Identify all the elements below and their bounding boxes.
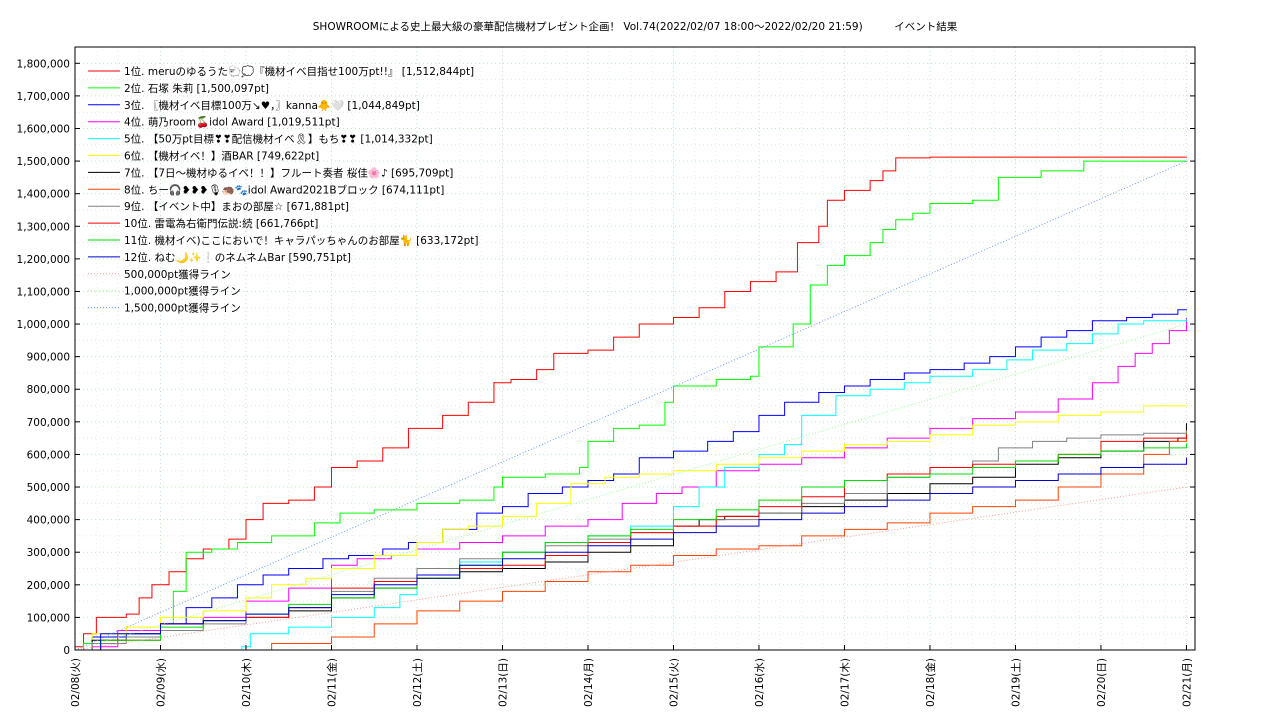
x-tick-label: 02/12(土) [411,658,424,707]
y-tick-label: 1,800,000 [17,58,70,70]
y-tick-label: 0 [63,645,70,657]
x-tick-label: 02/20(日) [1096,658,1108,707]
series-line-3 [75,309,1187,651]
y-tick-label: 800,000 [27,384,70,396]
series-line-2 [75,160,1187,651]
legend-label: 1,000,000pt獲得ライン [124,285,241,298]
legend-label: 8位. ちー🎧❥❥❥🎙🦔🐾idol Award2021Bブロック [674,11… [124,183,444,196]
x-tick-label: 02/21(月) [1181,658,1193,707]
x-tick-label: 02/17(木) [839,658,851,707]
y-tick-label: 1,500,000 [17,156,70,168]
y-tick-label: 1,100,000 [17,286,70,298]
series-line-13 [74,486,1187,651]
y-tick-label: 500,000 [27,482,70,494]
legend-label: 5位. 【50万pt目標❣❣配信機材イベ🎗】もち❣❣ [1,014,332pt] [124,133,433,146]
series-lines [74,156,1187,651]
legend-label: 10位. 雷電為右衛門伝説:続 [661,766pt] [124,217,318,230]
x-tick-label: 02/19(土) [1009,658,1022,707]
legend-label: 9位. 【イベント中】まおの部屋☆ [671,881pt] [124,200,349,213]
legend-label: 500,000pt獲得ライン [124,268,231,281]
series-line-14 [74,323,1187,651]
series-line-8 [245,430,1187,651]
legend-label: 4位. 萌乃room🍒idol Award [1,019,511pt] [124,116,340,129]
x-tick-label: 02/09(水) [155,658,167,707]
y-tick-label: 1,700,000 [17,91,70,103]
legend-label: 7位. 【7日〜機材ゆるイベ！！】フルート奏者 桜佳🌸♪ [695,709pt] [124,166,453,179]
x-tick-label: 02/13(日) [497,658,509,707]
y-tick-label: 1,200,000 [17,254,70,266]
y-tick-label: 400,000 [27,515,70,527]
legend-label: 12位. ねむ🌙✨❕のネムネムBar [590,751pt] [124,251,351,264]
series-line-4 [75,317,1187,651]
series-line-1 [75,156,1187,648]
legend-label: 1,500,000pt獲得ライン [124,302,241,315]
y-tick-label: 1,400,000 [17,189,70,201]
y-tick-label: 1,300,000 [17,221,70,233]
series-line-15 [74,160,1187,651]
plot-frame [74,46,1196,651]
x-tick-label: 02/14(月) [583,658,595,707]
legend-label: 3位. 〖機材イベ目標100万↘︎♥︎，〗kanna🐥🤍 [1,044,849p… [124,99,420,112]
y-tick-label: 300,000 [27,547,70,559]
y-axis: 0 100,000 200,000 300,000 400,000 500,000 600,… [17,58,1195,657]
x-tick-label: 02/10(木) [241,658,253,707]
series-line-5 [220,319,1187,651]
series-line-12 [75,457,1187,651]
x-tick-label: 02/18(金) [924,658,937,707]
y-tick-label: 900,000 [27,352,70,364]
legend-label: 6位. 【機材イベ！】酒BAR [749,622pt] [124,150,319,163]
legend-label: 2位. 石塚 朱莉 [1,500,097pt] [124,82,269,95]
y-tick-label: 600,000 [27,449,70,461]
series-line-6 [75,405,1187,651]
legend-label: 1位. meruのゆるうた🐑💭『機材イベ目指せ100万pt!!』 [1,512,… [124,65,474,78]
y-tick-label: 200,000 [27,580,70,592]
x-tick-label: 02/15(火) [668,658,680,707]
y-tick-label: 100,000 [27,612,70,624]
y-tick-label: 1,600,000 [17,123,70,135]
y-tick-label: 1,000,000 [17,319,70,331]
y-tick-label: 700,000 [27,417,70,429]
x-tick-label: 02/16(水) [754,658,766,707]
x-tick-label: 02/08(火) [70,658,82,707]
x-tick-label: 02/11(金) [325,658,338,707]
chart-title: SHOWROOMによる史上最大級の豪華配信機材プレゼント企画！ Vol.74(2… [313,20,958,33]
legend-label: 11位. 機材イベ)ここにおいで！キャラパッちゃんのお部屋🐈 [633,172p… [124,234,479,247]
legend: 1位. meruのゆるうた🐑💭『機材イベ目指せ100万pt!!』 [1,512,… [88,65,479,315]
x-axis: 02/08(火) 02/09(水) 02/10(木) 02/11(金) 02/12(土)… [70,645,1193,707]
